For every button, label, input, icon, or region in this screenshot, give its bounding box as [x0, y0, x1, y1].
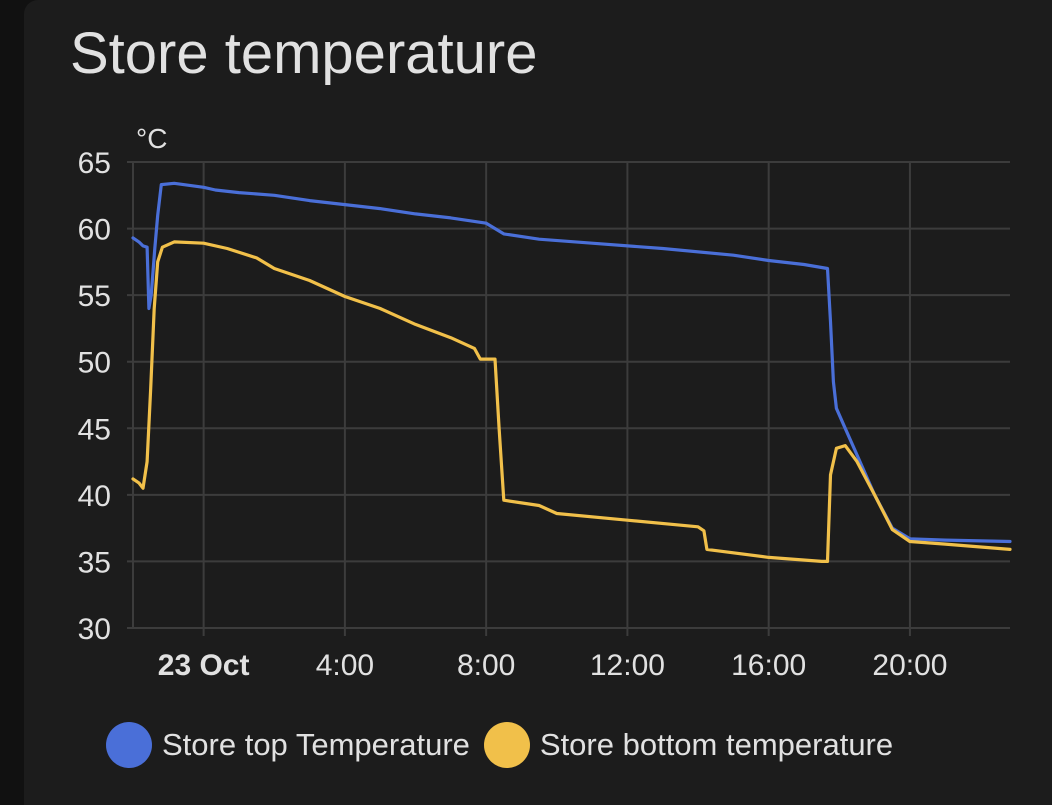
- x-tick-label: 8:00: [457, 649, 515, 682]
- legend-swatch: [483, 722, 530, 768]
- x-tick-label: 23 Oct: [158, 649, 250, 682]
- series-line-store-top-temperature[interactable]: [131, 181, 1012, 544]
- y-tick-label: 50: [78, 347, 111, 380]
- series-layer[interactable]: [131, 181, 1012, 563]
- y-tick-label: 65: [78, 147, 111, 180]
- card-title: Store temperature: [70, 21, 538, 86]
- x-tick-label: 16:00: [731, 649, 806, 682]
- y-axis-unit-label: °C: [136, 123, 167, 154]
- x-tick-label: 20:00: [872, 649, 947, 682]
- y-tick-label: 45: [78, 413, 111, 446]
- grid-layer: [127, 161, 1010, 636]
- legend-item[interactable]: Store top Temperature: [106, 722, 470, 768]
- y-tick-label: 60: [78, 214, 111, 247]
- legend-label: Store top Temperature: [162, 727, 470, 762]
- y-tick-label: 55: [78, 280, 111, 313]
- y-tick-label: 30: [78, 613, 111, 646]
- legend-label: Store bottom temperature: [539, 727, 894, 762]
- legend: Store top Temperature Store bottom temper…: [106, 722, 907, 768]
- x-tick-label: 12:00: [590, 649, 665, 682]
- y-tick-label: 35: [78, 546, 111, 579]
- chart-card: [24, 0, 1052, 805]
- x-tick-label: 4:00: [316, 649, 374, 682]
- y-tick-label: 40: [78, 480, 111, 513]
- series-line-store-bottom-temperature[interactable]: [131, 240, 1012, 563]
- legend-item[interactable]: Store bottom temperature: [483, 722, 894, 768]
- legend-swatch: [106, 722, 152, 768]
- axis-layer: 30 35 40 45 50 55 60 65 23 Oct 4:00 8:00 12:00 16:00…: [78, 123, 948, 682]
